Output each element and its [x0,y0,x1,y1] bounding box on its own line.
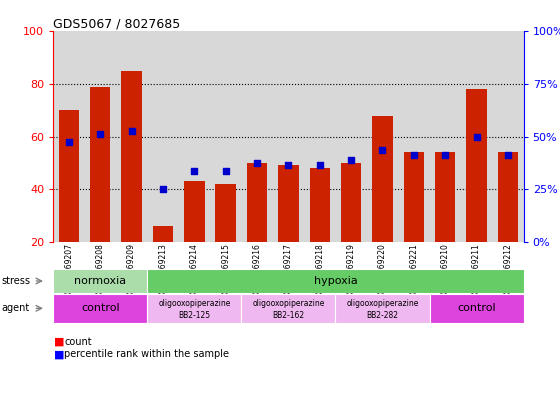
Point [127,128,136,134]
Bar [210,31,241,242]
Text: BB2-162: BB2-162 [272,311,305,320]
Bar [335,31,367,242]
Bar [304,31,335,242]
Bar [367,31,398,242]
Bar [53,31,85,242]
Bar [116,31,147,242]
Text: count: count [64,337,92,347]
Bar [278,165,298,242]
Bar [492,31,524,242]
Point [221,167,230,174]
Bar [59,110,79,242]
Bar [241,31,273,242]
Bar [147,269,524,293]
Text: control: control [81,303,119,313]
Bar [498,152,518,242]
Text: oligooxopiperazine: oligooxopiperazine [252,299,325,309]
Text: oligooxopiperazine: oligooxopiperazine [158,299,231,309]
Text: percentile rank within the sample: percentile rank within the sample [64,349,230,360]
Bar [335,294,430,323]
Bar [216,184,236,242]
Text: stress: stress [1,276,30,286]
Bar [147,294,241,323]
Point [409,152,418,158]
Text: oligooxopiperazine: oligooxopiperazine [346,299,419,309]
Bar [122,71,142,242]
Bar [53,269,147,293]
Bar [53,294,147,323]
Bar [461,31,492,242]
Point [64,139,73,145]
Bar [179,31,210,242]
Bar [310,168,330,242]
Point [96,131,105,137]
Text: ■: ■ [54,349,65,360]
Point [315,162,324,169]
Bar [430,294,524,323]
Bar [85,31,116,242]
Bar [184,181,204,242]
Point [284,162,293,169]
Point [441,152,450,158]
Point [378,147,387,153]
Point [503,152,512,158]
Text: ■: ■ [54,337,65,347]
Bar [404,152,424,242]
Point [190,167,199,174]
Bar [341,163,361,242]
Bar [90,86,110,242]
Point [158,186,167,192]
Bar [241,294,335,323]
Bar [430,31,461,242]
Text: GDS5067 / 8027685: GDS5067 / 8027685 [53,18,180,31]
Text: agent: agent [1,303,29,313]
Text: BB2-125: BB2-125 [178,311,211,320]
Point [472,133,481,140]
Bar [247,163,267,242]
Bar [398,31,430,242]
Bar [435,152,455,242]
Text: control: control [458,303,496,313]
Point [347,157,356,163]
Text: hypoxia: hypoxia [314,276,357,286]
Bar [147,31,179,242]
Bar [372,116,393,242]
Point [253,160,262,166]
Bar [466,89,487,242]
Bar [153,226,173,242]
Bar [273,31,304,242]
Text: BB2-282: BB2-282 [366,311,399,320]
Text: normoxia: normoxia [74,276,127,286]
